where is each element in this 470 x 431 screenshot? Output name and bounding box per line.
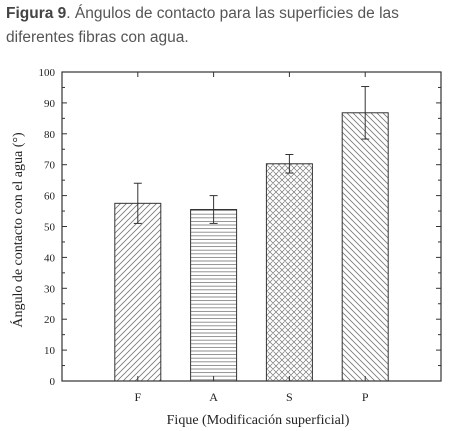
figure-label: Figura 9 bbox=[6, 5, 67, 22]
bar-a bbox=[190, 209, 238, 382]
x-tick-label: S bbox=[286, 390, 293, 404]
figure-caption-text: . Ángulos de contacto para las superfici… bbox=[6, 5, 399, 46]
y-tick-label: 70 bbox=[44, 160, 56, 172]
y-tick-label: 60 bbox=[44, 191, 56, 203]
bar-f bbox=[114, 202, 162, 382]
y-tick-label: 80 bbox=[44, 129, 56, 141]
bar-p bbox=[341, 112, 389, 382]
x-tick-label: P bbox=[362, 390, 369, 404]
x-axis-label: Fique (Modificación superficial) bbox=[167, 413, 350, 428]
x-tick-label: A bbox=[209, 390, 218, 404]
y-tick-label: 10 bbox=[44, 345, 56, 357]
x-tick-label: F bbox=[134, 390, 141, 404]
y-axis-label: Ángulo de contacto con el agua (°) bbox=[9, 132, 26, 328]
y-tick-label: 20 bbox=[44, 314, 56, 326]
y-tick-label: 50 bbox=[44, 222, 56, 234]
y-tick-label: 100 bbox=[39, 67, 56, 79]
y-tick-label: 30 bbox=[44, 283, 56, 295]
figure-caption: Figura 9. Ángulos de contacto para las s… bbox=[6, 2, 464, 50]
y-tick-label: 90 bbox=[44, 98, 56, 110]
y-tick-label: 40 bbox=[44, 252, 56, 264]
y-tick-label: 0 bbox=[50, 376, 56, 388]
bar-s bbox=[265, 163, 313, 382]
